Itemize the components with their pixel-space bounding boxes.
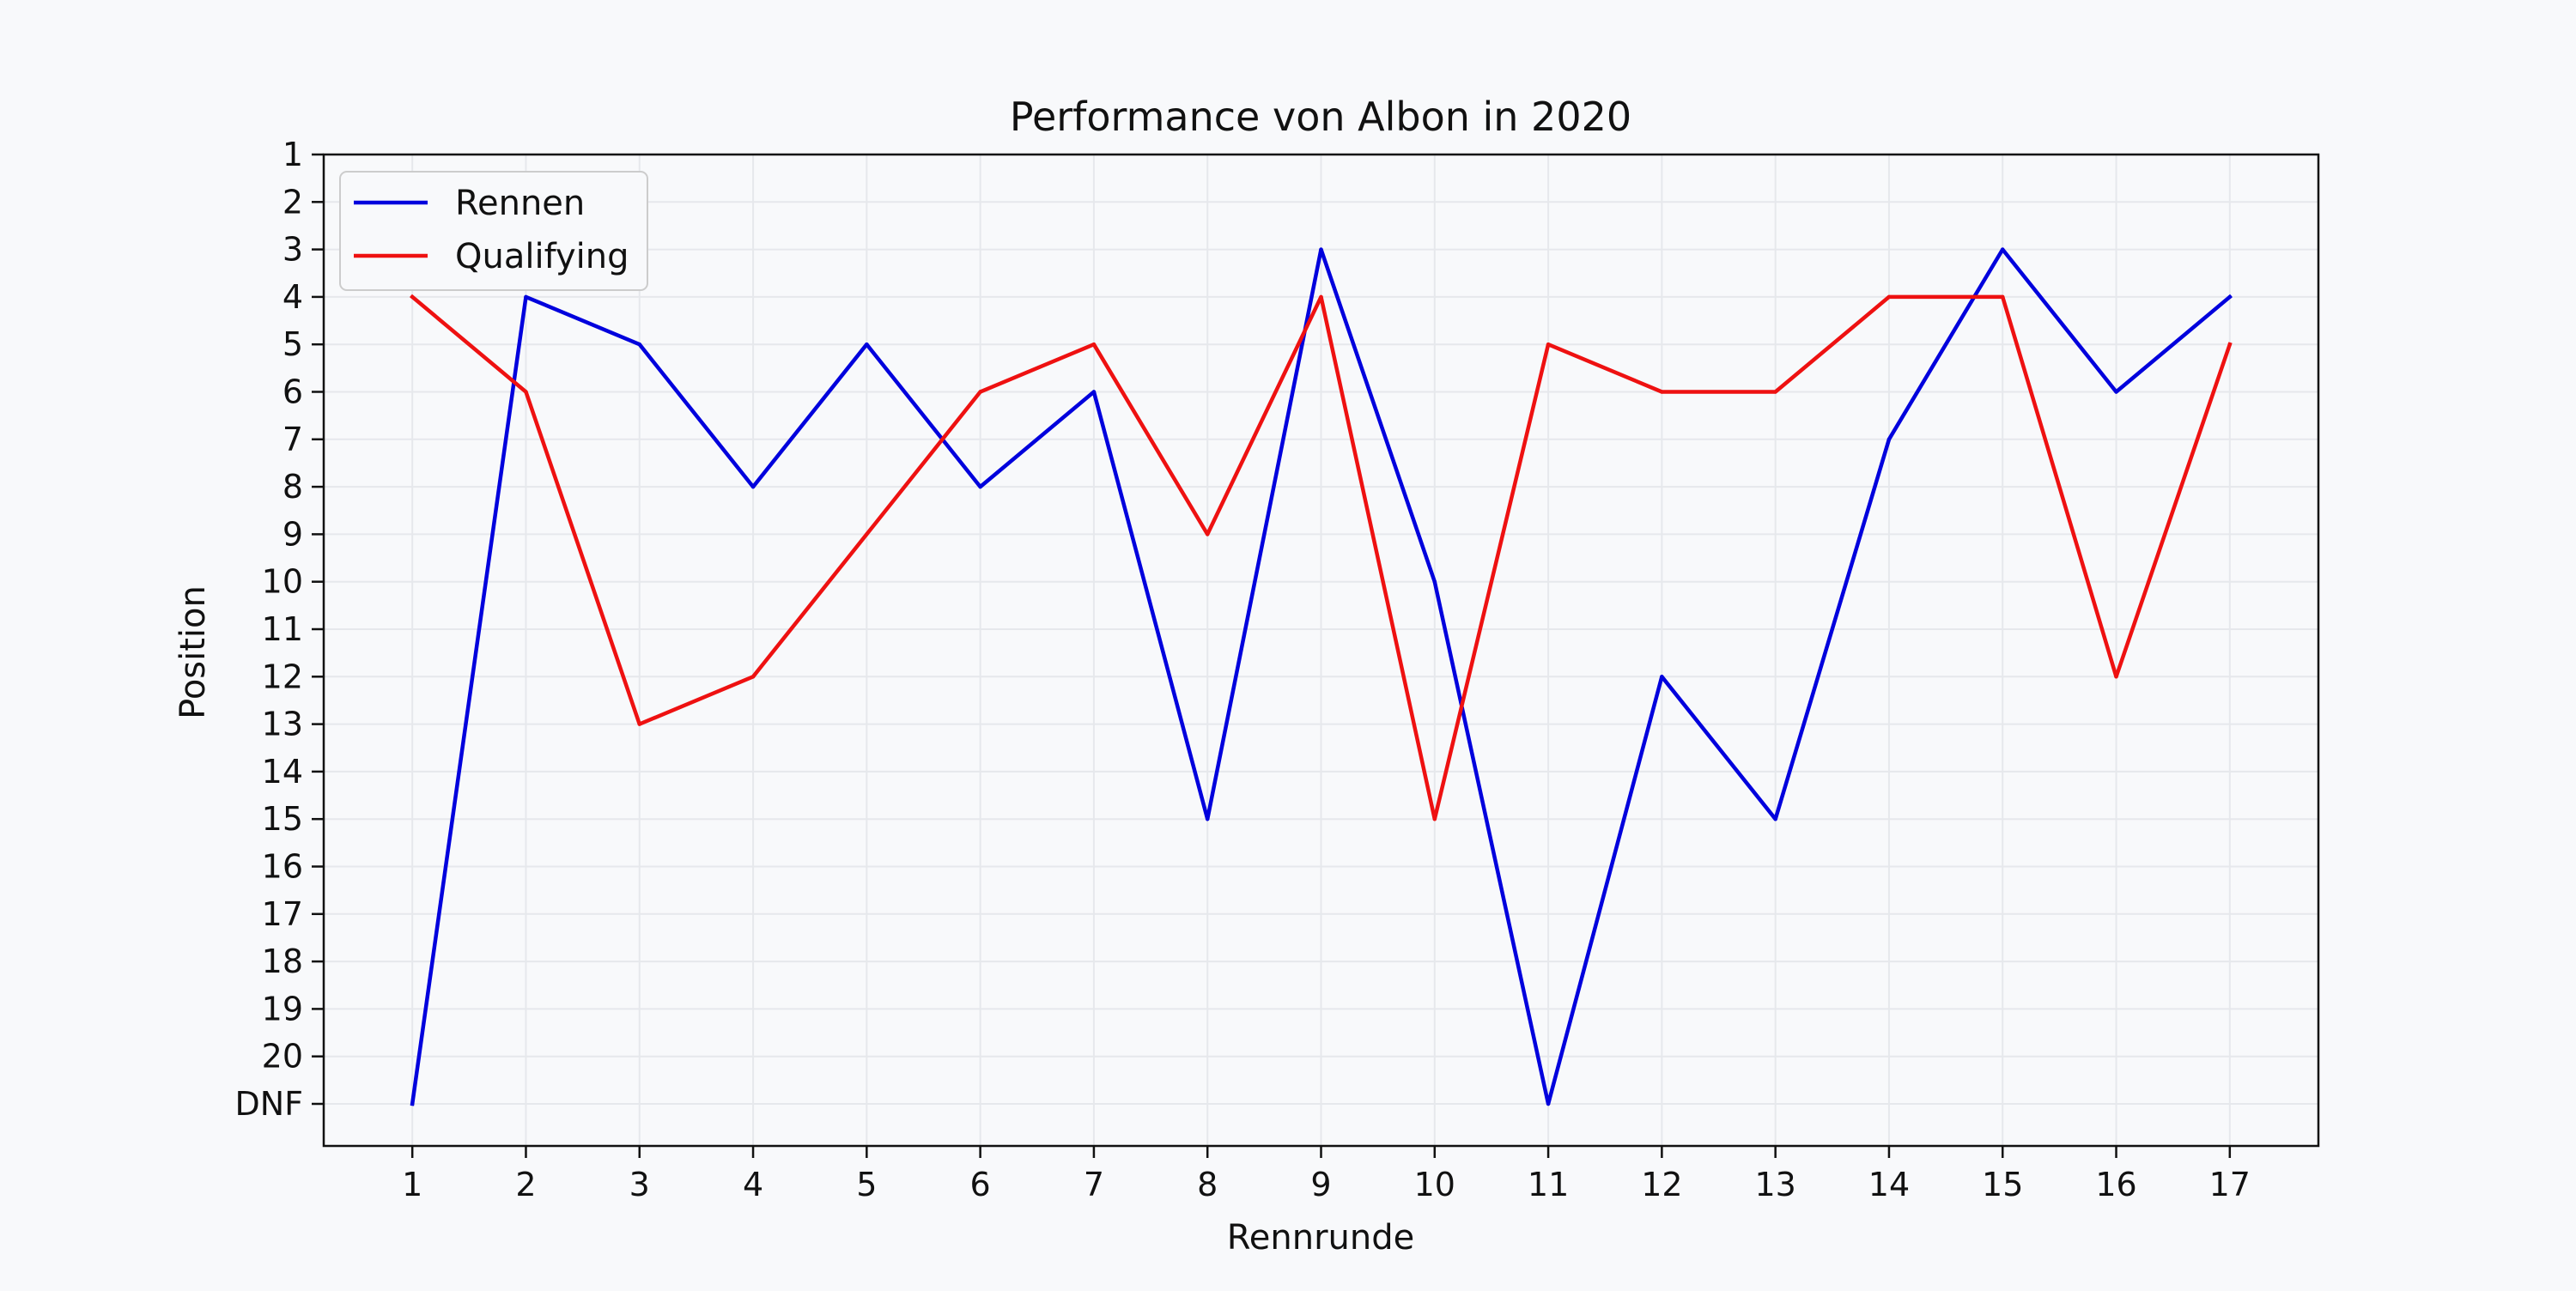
data-point-qualifying xyxy=(865,532,869,536)
x-tick-label: 1 xyxy=(402,1166,422,1203)
data-point-rennen xyxy=(1091,390,1097,394)
series-layer xyxy=(410,247,2233,1106)
y-axis-label: Position xyxy=(173,585,213,719)
x-tick-label: 13 xyxy=(1754,1166,1795,1203)
y-tick-label: 5 xyxy=(283,325,303,363)
x-tick-label: 14 xyxy=(1868,1166,1910,1203)
data-point-qualifying xyxy=(410,294,415,300)
data-point-rennen xyxy=(637,342,641,347)
data-point-qualifying xyxy=(1546,342,1551,347)
legend-label-rennen: Rennen xyxy=(455,184,585,223)
data-point-rennen xyxy=(1206,817,1210,821)
data-point-qualifying xyxy=(1319,294,1323,300)
x-tick-label: 5 xyxy=(856,1166,877,1203)
data-point-rennen xyxy=(2001,247,2005,252)
x-tick-label: 11 xyxy=(1528,1166,1569,1203)
data-point-qualifying xyxy=(1660,390,1664,394)
grid-lines xyxy=(324,154,2318,1146)
data-point-qualifying xyxy=(2001,294,2005,300)
y-tick-label: 18 xyxy=(262,942,303,980)
data-point-qualifying xyxy=(1886,294,1892,300)
data-point-rennen xyxy=(410,1101,415,1106)
y-tick-label: 3 xyxy=(283,231,303,269)
y-tick-label: DNF xyxy=(234,1085,303,1123)
legend-label-qualifying: Qualifying xyxy=(455,237,629,276)
chart-title: Performance von Albon in 2020 xyxy=(1010,94,1631,140)
x-tick-label: 10 xyxy=(1414,1166,1455,1203)
x-tick-label: 8 xyxy=(1197,1166,1218,1203)
y-tick-label: 9 xyxy=(283,515,303,553)
y-tick-label: 19 xyxy=(262,990,303,1027)
y-tick-label: 12 xyxy=(262,658,303,695)
data-point-qualifying xyxy=(1432,817,1437,821)
y-tick-label: 11 xyxy=(262,610,303,648)
data-point-qualifying xyxy=(2227,342,2233,347)
y-tick-label: 1 xyxy=(283,136,303,173)
data-point-rennen xyxy=(1432,579,1437,584)
x-tick-label: 9 xyxy=(1310,1166,1331,1203)
data-point-qualifying xyxy=(1091,342,1097,347)
data-point-qualifying xyxy=(524,390,528,394)
x-tick-label: 4 xyxy=(743,1166,763,1203)
x-tick-label: 7 xyxy=(1084,1166,1104,1203)
data-point-rennen xyxy=(750,484,756,489)
x-tick-label: 6 xyxy=(970,1166,991,1203)
data-point-rennen xyxy=(978,484,982,489)
data-point-rennen xyxy=(1660,675,1664,679)
x-tick-label: 2 xyxy=(515,1166,536,1203)
y-tick-label: 13 xyxy=(262,706,303,743)
y-tick-label: 4 xyxy=(283,278,303,316)
y-tick-label: 16 xyxy=(262,848,303,886)
x-tick-label: 17 xyxy=(2209,1166,2251,1203)
data-point-rennen xyxy=(1546,1101,1551,1106)
x-axis-label: Rennrunde xyxy=(1227,1218,1414,1258)
data-point-qualifying xyxy=(1206,532,1210,536)
y-tick-label: 6 xyxy=(283,373,303,411)
data-point-rennen xyxy=(1773,817,1777,821)
y-tick-label: 14 xyxy=(262,753,303,791)
data-point-rennen xyxy=(2114,390,2118,394)
y-tick-label: 17 xyxy=(262,895,303,933)
y-tick-label: 8 xyxy=(283,468,303,506)
data-point-qualifying xyxy=(750,675,756,679)
legend: Rennen Qualifying xyxy=(339,171,648,291)
y-tick-label: 2 xyxy=(283,183,303,221)
data-point-rennen xyxy=(2227,294,2233,300)
data-point-rennen xyxy=(1319,247,1323,252)
x-tick-label: 12 xyxy=(1641,1166,1682,1203)
y-tick-label: 10 xyxy=(262,563,303,601)
data-point-rennen xyxy=(865,342,869,347)
y-tick-label: 20 xyxy=(262,1038,303,1076)
data-point-qualifying xyxy=(978,390,982,394)
x-tick-label: 3 xyxy=(629,1166,650,1203)
x-tick-label: 15 xyxy=(1982,1166,2023,1203)
data-point-rennen xyxy=(524,294,528,300)
data-point-qualifying xyxy=(1773,390,1777,394)
data-point-rennen xyxy=(1886,437,1892,441)
data-point-qualifying xyxy=(637,722,641,726)
y-tick-label: 15 xyxy=(262,800,303,838)
x-tick-label: 16 xyxy=(2095,1166,2136,1203)
data-point-qualifying xyxy=(2114,675,2118,679)
y-tick-label: 7 xyxy=(283,421,303,458)
x-axis: 1 2 3 4 5 6 7 8 9 10 11 12 13 14 15 16 17 xyxy=(402,1146,2251,1203)
